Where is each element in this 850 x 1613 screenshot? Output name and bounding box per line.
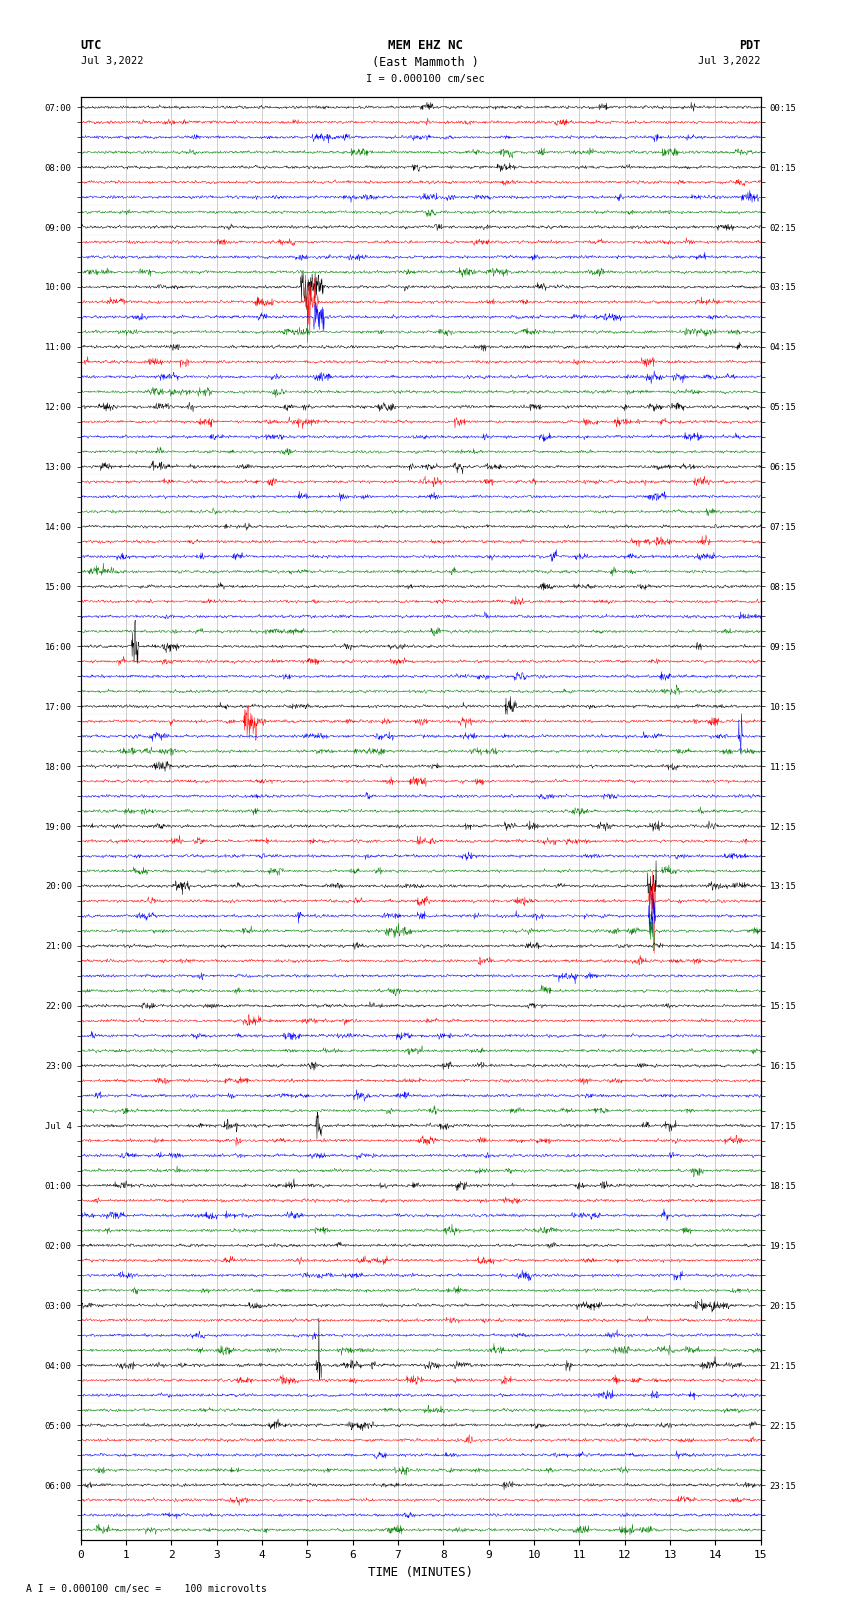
- Text: Jul 3,2022: Jul 3,2022: [81, 56, 144, 66]
- X-axis label: TIME (MINUTES): TIME (MINUTES): [368, 1566, 473, 1579]
- Text: UTC: UTC: [81, 39, 102, 52]
- Text: MEM EHZ NC: MEM EHZ NC: [388, 39, 462, 52]
- Text: (East Mammoth ): (East Mammoth ): [371, 56, 479, 69]
- Text: PDT: PDT: [740, 39, 761, 52]
- Text: Jul 3,2022: Jul 3,2022: [698, 56, 761, 66]
- Text: A I = 0.000100 cm/sec =    100 microvolts: A I = 0.000100 cm/sec = 100 microvolts: [26, 1584, 266, 1594]
- Text: I = 0.000100 cm/sec: I = 0.000100 cm/sec: [366, 74, 484, 84]
